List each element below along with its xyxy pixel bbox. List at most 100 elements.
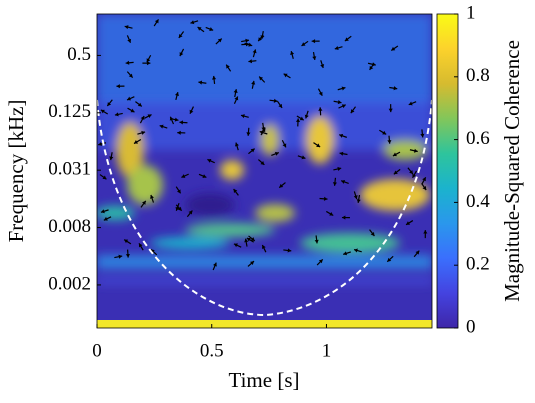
phase-arrow-head xyxy=(341,104,346,109)
phase-arrow-head xyxy=(261,127,266,131)
phase-arrow-head xyxy=(290,51,295,55)
phase-arrow-head xyxy=(273,98,278,103)
colorbar-tick-label: 0 xyxy=(466,316,476,337)
colorbar xyxy=(436,13,459,329)
phase-arrow-head xyxy=(259,76,264,81)
phase-arrow-head xyxy=(100,209,105,214)
coherence-field xyxy=(97,14,432,328)
phase-arrow-head xyxy=(337,166,342,171)
phase-arrow-head xyxy=(332,182,337,186)
phase-arrow-head xyxy=(134,140,139,144)
phase-arrow-head xyxy=(353,195,358,200)
phase-arrow-head xyxy=(246,132,251,136)
cone-of-influence xyxy=(97,99,432,317)
phase-arrow-head xyxy=(423,230,428,234)
y-tick-label: 0.008 xyxy=(48,216,91,237)
phase-arrow-head xyxy=(150,194,154,199)
phase-arrow-head xyxy=(179,120,184,125)
phase-arrow-head xyxy=(329,211,334,216)
y-tick-label: 0.002 xyxy=(48,273,91,294)
phase-arrow-head xyxy=(301,155,306,160)
phase-arrow-head xyxy=(406,221,411,225)
phase-arrow-head xyxy=(181,174,186,178)
phase-arrow-head xyxy=(412,173,417,178)
phase-arrow-head xyxy=(356,199,361,203)
phase-arrow-head xyxy=(202,174,207,179)
phase-arrow-head xyxy=(233,243,238,248)
phase-arrow-head xyxy=(177,206,182,211)
phase-arrow-head xyxy=(98,141,103,146)
phase-arrow-head xyxy=(413,148,418,153)
phase-arrow-head xyxy=(339,151,344,156)
phase-arrows xyxy=(98,19,428,271)
phase-arrow-head xyxy=(391,46,396,51)
phase-arrow-head xyxy=(387,140,392,144)
phase-arrow-head xyxy=(283,73,288,78)
phase-arrow-head xyxy=(350,109,355,114)
phase-arrow-head xyxy=(124,239,129,244)
colorbar-tick-label: 1 xyxy=(466,2,476,23)
phase-arrow-head xyxy=(354,248,358,253)
phase-arrow-head xyxy=(287,248,292,253)
phase-arrow-head xyxy=(245,42,250,47)
phase-arrow-head xyxy=(188,210,193,215)
phase-arrow-head xyxy=(234,142,239,147)
phase-arrow-head xyxy=(422,177,426,182)
phase-arrow-head xyxy=(301,42,306,46)
phase-arrow-head xyxy=(125,253,130,258)
phase-arrow-head xyxy=(209,27,214,32)
y-tick-label: 0.125 xyxy=(48,101,91,122)
phase-arrow-head xyxy=(323,196,328,201)
phase-arrow-head xyxy=(154,19,159,24)
phase-arrow-head xyxy=(282,143,287,148)
plot-frame xyxy=(96,13,433,329)
phase-arrow-head xyxy=(343,251,348,256)
phase-arrow-head xyxy=(130,108,135,113)
phase-arrow-head xyxy=(127,38,132,43)
phase-arrow-head xyxy=(137,102,142,107)
phase-arrow-head xyxy=(279,183,284,188)
phase-arrow-head xyxy=(304,114,309,119)
phase-arrow-head xyxy=(114,112,119,117)
phase-arrow-head xyxy=(177,130,181,135)
x-tick-label: 1 xyxy=(322,340,332,361)
phase-arrow-head xyxy=(415,250,420,255)
phase-arrow-head xyxy=(179,52,184,57)
phase-arrow-head xyxy=(175,206,180,211)
colorbar-tick-label: 0.2 xyxy=(466,254,490,275)
colorbar-title: Magnitude-Squared Coherence xyxy=(500,40,524,302)
phase-arrow-head xyxy=(260,161,265,165)
phase-arrow-head xyxy=(250,148,255,153)
phase-arrow-head xyxy=(393,170,398,175)
phase-arrow-head xyxy=(146,58,151,63)
phase-arrow-head xyxy=(128,73,133,78)
phase-arrow-head xyxy=(197,27,202,31)
phase-arrow-head xyxy=(138,243,143,248)
y-axis-title: Frequency [kHz] xyxy=(4,100,28,243)
phase-arrow-head xyxy=(318,107,323,111)
phase-arrow-head xyxy=(109,156,114,161)
phase-arrow-head xyxy=(207,158,212,163)
y-tick-label: 0.031 xyxy=(48,159,91,180)
phase-arrow-head xyxy=(339,133,344,138)
phase-arrow-head xyxy=(408,101,413,106)
phase-arrow-head xyxy=(141,130,146,135)
phase-arrow-head xyxy=(189,109,194,114)
phase-arrow-head xyxy=(118,254,123,259)
y-tick-label: 0.5 xyxy=(67,44,91,65)
phase-arrow-head xyxy=(259,130,264,135)
phase-arrow-head xyxy=(100,109,105,114)
phase-arrow-head xyxy=(341,179,346,184)
phase-arrow-head xyxy=(318,259,323,264)
phase-arrow-head xyxy=(107,102,112,107)
colorbar-tick-label: 0.8 xyxy=(466,65,490,86)
phase-arrow-head xyxy=(258,37,262,42)
phase-arrow-head xyxy=(278,103,283,108)
phase-arrow-head xyxy=(251,80,256,85)
phase-arrow-head xyxy=(246,237,251,242)
phase-arrow-head xyxy=(178,33,183,38)
phase-arrow-head xyxy=(245,38,250,43)
phase-arrow-head xyxy=(370,232,375,236)
phase-arrow-head xyxy=(311,39,316,44)
phase-arrow-head xyxy=(127,96,132,101)
